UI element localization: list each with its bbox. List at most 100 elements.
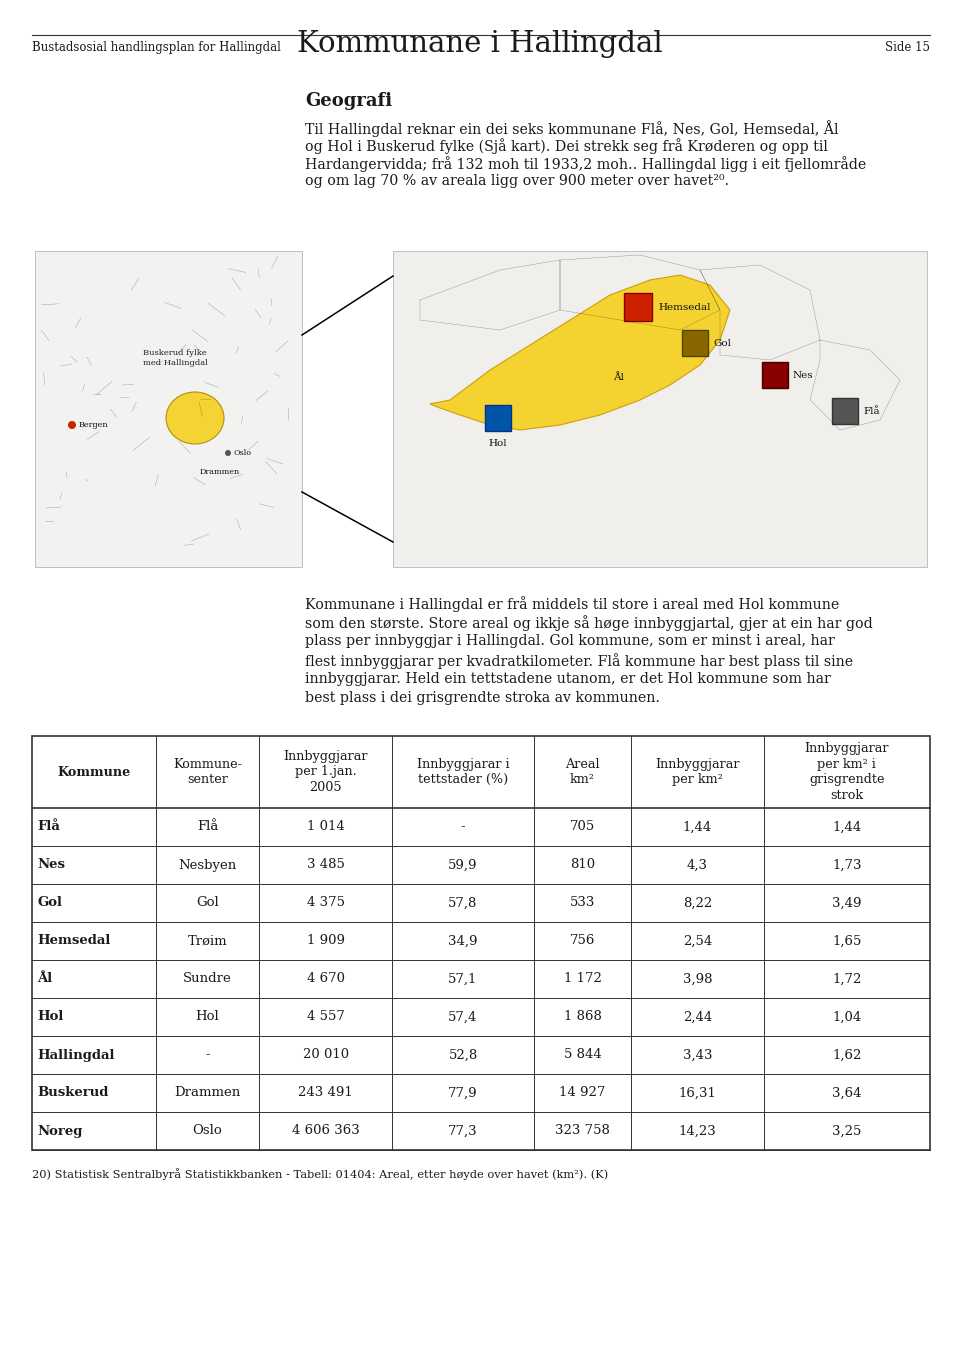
Text: 1,73: 1,73 bbox=[832, 858, 862, 872]
Text: 1,65: 1,65 bbox=[832, 935, 862, 947]
Text: flest innbyggjarar per kvadratkilometer. Flå kommune har best plass til sine: flest innbyggjarar per kvadratkilometer.… bbox=[305, 654, 853, 668]
Text: Innbyggjarar
per 1.jan.
2005: Innbyggjarar per 1.jan. 2005 bbox=[283, 751, 368, 794]
Text: Trøim: Trøim bbox=[188, 935, 228, 947]
Text: Innbyggjarar
per km²: Innbyggjarar per km² bbox=[655, 757, 739, 787]
Text: 57,1: 57,1 bbox=[448, 972, 478, 986]
Text: Gol: Gol bbox=[37, 897, 62, 909]
Text: og Hol i Buskerud fylke (Sjå kart). Dei strekk seg frå Krøderen og opp til: og Hol i Buskerud fylke (Sjå kart). Dei … bbox=[305, 139, 828, 153]
Text: 1 909: 1 909 bbox=[306, 935, 345, 947]
Text: 323 758: 323 758 bbox=[555, 1124, 610, 1138]
Text: Nes: Nes bbox=[37, 858, 65, 872]
FancyBboxPatch shape bbox=[832, 398, 858, 424]
Text: Hol: Hol bbox=[37, 1010, 63, 1024]
Text: 34,9: 34,9 bbox=[448, 935, 478, 947]
Ellipse shape bbox=[166, 391, 224, 444]
Text: 77,3: 77,3 bbox=[448, 1124, 478, 1138]
Text: Hol: Hol bbox=[489, 438, 507, 448]
Text: best plass i dei grisgrendte stroka av kommunen.: best plass i dei grisgrendte stroka av k… bbox=[305, 691, 660, 705]
Text: 756: 756 bbox=[570, 935, 595, 947]
Text: 705: 705 bbox=[570, 820, 595, 834]
Text: 533: 533 bbox=[570, 897, 595, 909]
Text: 1 868: 1 868 bbox=[564, 1010, 601, 1024]
Text: 3,49: 3,49 bbox=[832, 897, 862, 909]
Text: plass per innbyggjar i Hallingdal. Gol kommune, som er minst i areal, har: plass per innbyggjar i Hallingdal. Gol k… bbox=[305, 633, 835, 648]
Text: 810: 810 bbox=[570, 858, 595, 872]
Text: Gol: Gol bbox=[196, 897, 219, 909]
Text: Kommune-
senter: Kommune- senter bbox=[173, 757, 242, 787]
Polygon shape bbox=[430, 274, 730, 430]
Text: Innbyggjarar
per km² i
grisgrendte
strok: Innbyggjarar per km² i grisgrendte strok bbox=[804, 742, 889, 802]
Text: -: - bbox=[461, 820, 466, 834]
Text: Hol: Hol bbox=[196, 1010, 220, 1024]
Circle shape bbox=[225, 451, 231, 456]
Text: og om lag 70 % av areala ligg over 900 meter over havet²⁰.: og om lag 70 % av areala ligg over 900 m… bbox=[305, 174, 730, 188]
Text: 4,3: 4,3 bbox=[687, 858, 708, 872]
Text: 77,9: 77,9 bbox=[448, 1087, 478, 1099]
FancyBboxPatch shape bbox=[485, 405, 511, 430]
Text: 1 014: 1 014 bbox=[307, 820, 345, 834]
Text: -: - bbox=[205, 1049, 210, 1061]
Text: 1,44: 1,44 bbox=[683, 820, 712, 834]
Text: Kommunane i Hallingdal: Kommunane i Hallingdal bbox=[298, 30, 662, 58]
Text: Sundre: Sundre bbox=[183, 972, 232, 986]
Text: Bustadsosial handlingsplan for Hallingdal: Bustadsosial handlingsplan for Hallingda… bbox=[32, 40, 281, 54]
Text: Kommune: Kommune bbox=[58, 765, 131, 779]
Text: 1 172: 1 172 bbox=[564, 972, 601, 986]
Text: Hemsedal: Hemsedal bbox=[658, 303, 710, 312]
Text: 3,64: 3,64 bbox=[832, 1087, 862, 1099]
Text: 3 485: 3 485 bbox=[306, 858, 345, 872]
Text: Gol: Gol bbox=[713, 339, 731, 347]
Text: Oslo: Oslo bbox=[193, 1124, 223, 1138]
Text: Til Hallingdal reknar ein dei seks kommunane Flå, Nes, Gol, Hemsedal, Ål: Til Hallingdal reknar ein dei seks kommu… bbox=[305, 120, 838, 137]
Text: 14 927: 14 927 bbox=[560, 1087, 606, 1099]
Text: innbyggjarar. Held ein tettstadene utanom, er det Hol kommune som har: innbyggjarar. Held ein tettstadene utano… bbox=[305, 672, 830, 686]
FancyBboxPatch shape bbox=[682, 330, 708, 356]
Text: 1,62: 1,62 bbox=[832, 1049, 862, 1061]
Text: Drammen: Drammen bbox=[200, 468, 240, 476]
Text: 1,44: 1,44 bbox=[832, 820, 861, 834]
Circle shape bbox=[68, 421, 76, 429]
Text: 2,44: 2,44 bbox=[683, 1010, 712, 1024]
Text: Drammen: Drammen bbox=[175, 1087, 241, 1099]
Text: Ål: Ål bbox=[613, 374, 624, 382]
Text: 20) Statistisk Sentralbyrå Statistikkbanken - Tabell: 01404: Areal, etter høyde : 20) Statistisk Sentralbyrå Statistikkban… bbox=[32, 1167, 609, 1180]
Bar bbox=[393, 252, 927, 568]
Text: Kommunane i Hallingdal er frå middels til store i areal med Hol kommune: Kommunane i Hallingdal er frå middels ti… bbox=[305, 596, 839, 612]
Text: 5 844: 5 844 bbox=[564, 1049, 601, 1061]
Text: 2,54: 2,54 bbox=[683, 935, 712, 947]
Text: Flå: Flå bbox=[863, 406, 879, 416]
Bar bbox=[32, 736, 930, 1150]
Text: Bergen: Bergen bbox=[79, 421, 108, 429]
Bar bbox=[35, 252, 302, 568]
Text: 1,04: 1,04 bbox=[832, 1010, 861, 1024]
Text: 4 670: 4 670 bbox=[306, 972, 345, 986]
Text: 1,72: 1,72 bbox=[832, 972, 862, 986]
Text: Geografi: Geografi bbox=[305, 91, 392, 110]
Text: som den største. Store areal og ikkje så høge innbyggjartal, gjer at ein har god: som den største. Store areal og ikkje så… bbox=[305, 615, 873, 631]
Text: 52,8: 52,8 bbox=[448, 1049, 478, 1061]
Text: 4 375: 4 375 bbox=[306, 897, 345, 909]
Text: Flå: Flå bbox=[37, 820, 60, 834]
Text: 3,25: 3,25 bbox=[832, 1124, 862, 1138]
Text: Side 15: Side 15 bbox=[885, 40, 930, 54]
Text: Nes: Nes bbox=[793, 370, 814, 379]
Text: 4 557: 4 557 bbox=[306, 1010, 345, 1024]
Text: 4 606 363: 4 606 363 bbox=[292, 1124, 360, 1138]
Text: Hardangervidda; frå 132 moh til 1933,2 moh.. Hallingdal ligg i eit fjellområde: Hardangervidda; frå 132 moh til 1933,2 m… bbox=[305, 156, 866, 172]
Text: Flå: Flå bbox=[197, 820, 218, 834]
Text: Buskerud: Buskerud bbox=[37, 1087, 108, 1099]
Text: 16,31: 16,31 bbox=[679, 1087, 716, 1099]
Text: Hemsedal: Hemsedal bbox=[37, 935, 110, 947]
Text: Areal
km²: Areal km² bbox=[565, 757, 600, 787]
FancyBboxPatch shape bbox=[624, 293, 652, 321]
Text: 3,98: 3,98 bbox=[683, 972, 712, 986]
Text: 20 010: 20 010 bbox=[302, 1049, 348, 1061]
Text: 243 491: 243 491 bbox=[299, 1087, 353, 1099]
Text: Oslo: Oslo bbox=[234, 449, 252, 457]
Text: Ål: Ål bbox=[37, 972, 52, 986]
Text: Innbyggjarar i
tettstader (%): Innbyggjarar i tettstader (%) bbox=[417, 757, 510, 787]
FancyBboxPatch shape bbox=[762, 362, 788, 387]
Text: 14,23: 14,23 bbox=[679, 1124, 716, 1138]
Text: Noreg: Noreg bbox=[37, 1124, 83, 1138]
Text: 3,43: 3,43 bbox=[683, 1049, 712, 1061]
